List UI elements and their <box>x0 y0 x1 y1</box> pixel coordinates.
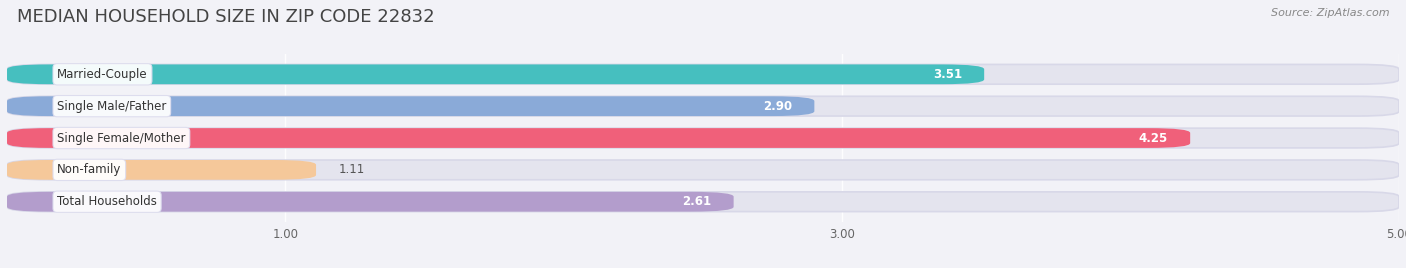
Text: Total Households: Total Households <box>58 195 157 208</box>
FancyBboxPatch shape <box>7 64 984 84</box>
Text: Single Male/Father: Single Male/Father <box>58 100 166 113</box>
Text: Single Female/Mother: Single Female/Mother <box>58 132 186 144</box>
Text: Non-family: Non-family <box>58 163 121 176</box>
FancyBboxPatch shape <box>7 128 1191 148</box>
FancyBboxPatch shape <box>7 96 814 116</box>
Text: 1.11: 1.11 <box>339 163 364 176</box>
Text: MEDIAN HOUSEHOLD SIZE IN ZIP CODE 22832: MEDIAN HOUSEHOLD SIZE IN ZIP CODE 22832 <box>17 8 434 26</box>
Text: 2.61: 2.61 <box>682 195 711 208</box>
FancyBboxPatch shape <box>7 160 316 180</box>
Text: 4.25: 4.25 <box>1139 132 1168 144</box>
FancyBboxPatch shape <box>7 192 734 212</box>
Text: Married-Couple: Married-Couple <box>58 68 148 81</box>
FancyBboxPatch shape <box>7 64 1399 84</box>
FancyBboxPatch shape <box>7 128 1399 148</box>
Text: 2.90: 2.90 <box>763 100 792 113</box>
FancyBboxPatch shape <box>7 160 1399 180</box>
Text: 3.51: 3.51 <box>932 68 962 81</box>
Text: Source: ZipAtlas.com: Source: ZipAtlas.com <box>1271 8 1389 18</box>
FancyBboxPatch shape <box>7 96 1399 116</box>
FancyBboxPatch shape <box>7 192 1399 212</box>
